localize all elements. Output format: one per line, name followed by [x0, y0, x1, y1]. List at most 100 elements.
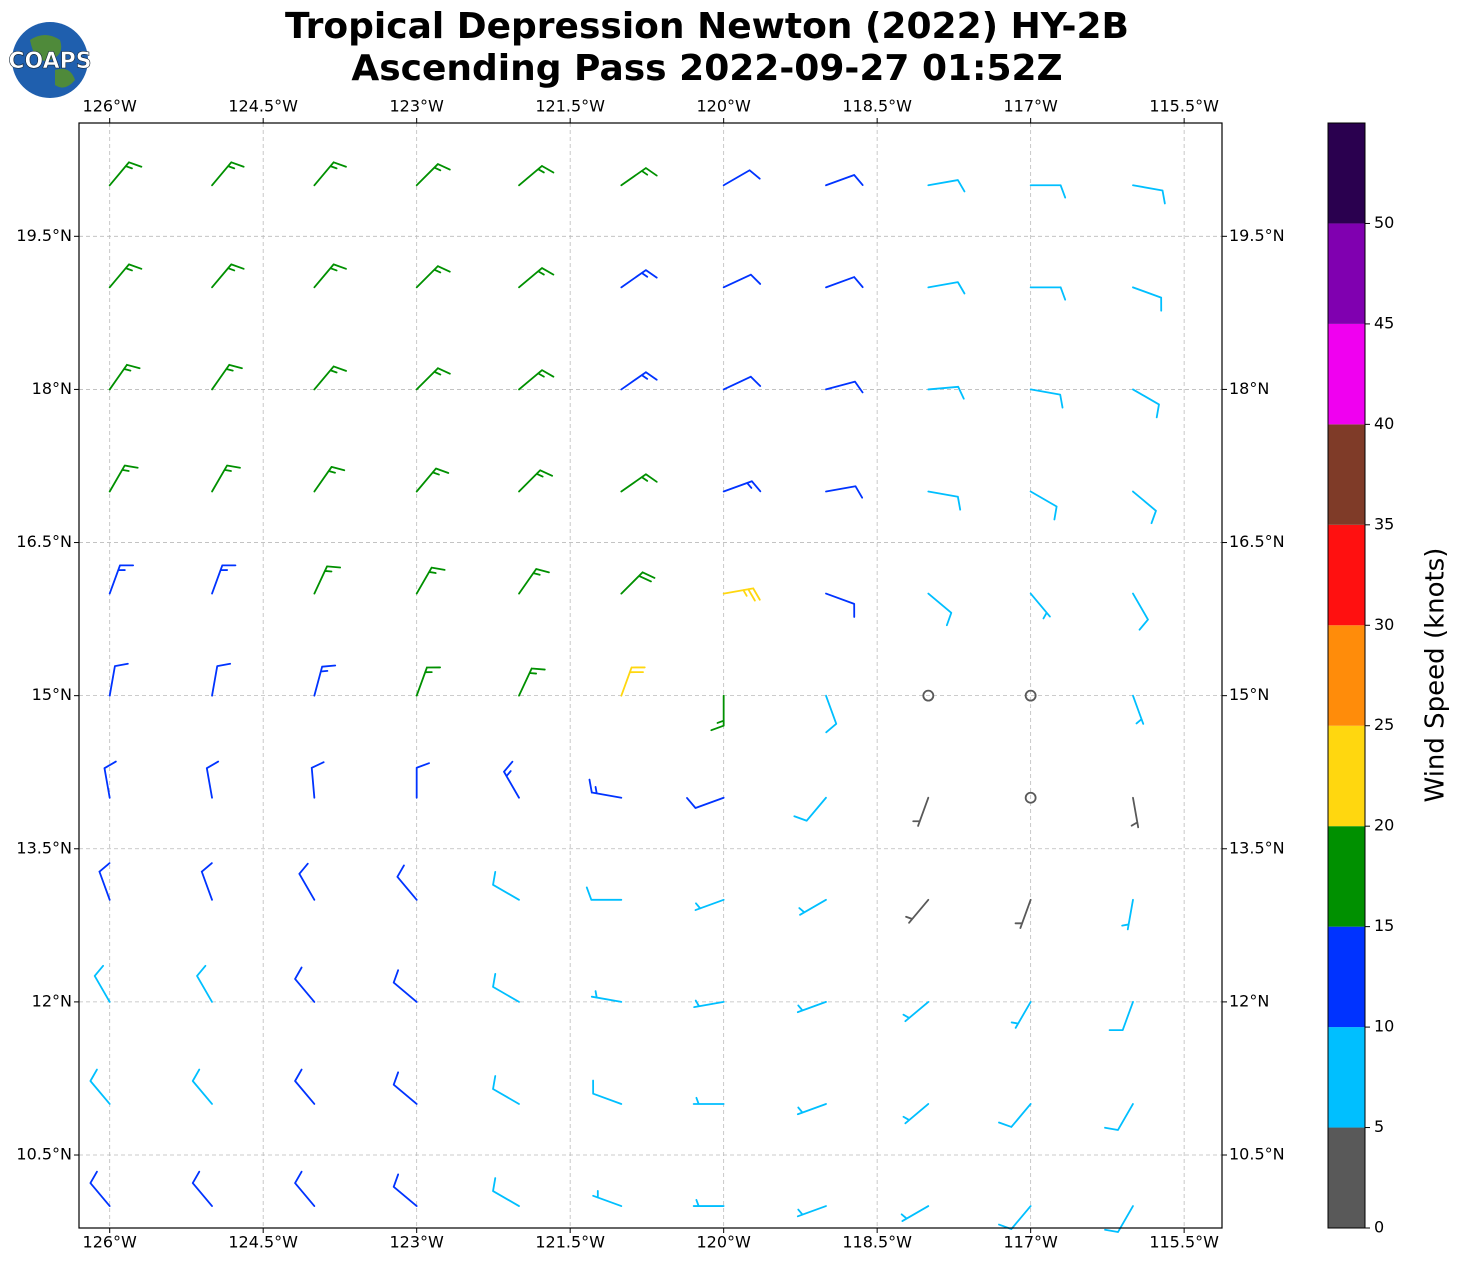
wind-barb — [503, 760, 520, 799]
colorbar-frame — [1327, 122, 1366, 1229]
wind-barb — [927, 281, 966, 295]
wind-barb — [103, 760, 117, 799]
colorbar-tick-label: 10 — [1374, 1017, 1394, 1036]
wind-barb — [392, 1071, 418, 1105]
wind-barb — [1132, 592, 1149, 631]
wind-barb — [415, 163, 451, 187]
colorbar-segment — [1328, 223, 1365, 324]
y-tick-label: 18°N — [32, 379, 72, 398]
wind-barb — [710, 694, 725, 732]
wind-barb — [392, 1173, 418, 1207]
wind-barb — [518, 667, 546, 697]
wind-barb — [620, 167, 658, 187]
wind-barb — [108, 564, 135, 595]
wind-barb — [98, 862, 111, 901]
wind-barb — [825, 485, 864, 499]
wind-barb — [518, 469, 554, 493]
wind-barb — [686, 796, 725, 809]
wind-barb — [1010, 1001, 1032, 1029]
y-tick-label: 18°N — [1229, 379, 1269, 398]
y-tick-label: 15°N — [32, 685, 72, 704]
x-tick-label: 123°W — [390, 97, 445, 116]
wind-barb — [1132, 184, 1166, 205]
colorbar-label: Wind Speed (knots) — [1421, 548, 1451, 803]
logo: COAPS — [8, 22, 92, 98]
calm-marker — [1024, 689, 1037, 702]
wind-barb — [1121, 898, 1134, 931]
colorbar-segment — [1328, 926, 1365, 1028]
colorbar-segment — [1328, 826, 1365, 927]
colorbar-segment — [1328, 123, 1365, 224]
wind-barb — [592, 1079, 623, 1105]
wind-barb — [89, 1068, 111, 1105]
wind-barb — [415, 566, 446, 595]
wind-barb — [694, 898, 725, 911]
y-tick-label: 16.5°N — [16, 532, 72, 551]
colorbar-tick-label: 20 — [1374, 816, 1394, 835]
wind-barb — [1029, 286, 1067, 301]
wind-barb — [1029, 490, 1058, 521]
wind-barb — [620, 473, 658, 493]
wind-barb — [313, 263, 347, 289]
title-line: Tropical Depression Newton (2022) HY-2B — [285, 6, 1129, 47]
wind-barb — [722, 587, 761, 602]
wind-barb — [825, 694, 838, 734]
y-tick-label: 12°N — [1229, 991, 1269, 1010]
wind-barb — [205, 760, 220, 799]
wind-barb — [310, 761, 325, 799]
y-tick-label: 13.5°N — [16, 838, 72, 857]
colorbar-tick-label: 40 — [1374, 414, 1394, 433]
wind-barb — [902, 1103, 930, 1125]
wind-barb — [825, 174, 864, 187]
plot-frame — [78, 122, 1223, 1229]
wind-barb — [722, 480, 762, 493]
wind-barb — [211, 464, 241, 493]
y-tick-label: 19.5°N — [16, 226, 72, 245]
wind-barb — [912, 796, 930, 827]
wind-barb — [415, 762, 430, 799]
wind-barb — [492, 973, 520, 1003]
y-tick-label: 10.5°N — [16, 1145, 72, 1164]
wind-barb — [396, 864, 418, 901]
wind-barb — [620, 666, 646, 697]
colorbar-tick-label: 50 — [1374, 213, 1394, 232]
wind-barb — [927, 179, 966, 193]
logo-text: COAPS — [8, 49, 91, 74]
wind-barb — [191, 1170, 213, 1207]
wind-barb — [1132, 286, 1163, 312]
y-tick-label: 16.5°N — [1229, 532, 1285, 551]
colorbar-tick-label: 35 — [1374, 514, 1394, 533]
wind-barb — [492, 870, 520, 901]
wind-barb — [1132, 490, 1157, 525]
wind-barb — [590, 990, 623, 1003]
colorbar-segment — [1328, 1127, 1365, 1228]
wind-barb — [108, 363, 141, 391]
wind-barb — [796, 1001, 827, 1014]
y-tick-label: 12°N — [32, 991, 72, 1010]
colorbar-segment — [1328, 424, 1365, 525]
x-tick-label: 118.5°W — [842, 97, 912, 116]
wind-barb — [108, 263, 143, 289]
y-tick-label: 19.5°N — [1229, 226, 1285, 245]
wind-barb — [722, 169, 761, 187]
wind-barb — [1108, 1001, 1134, 1032]
wind-barb — [415, 467, 450, 493]
wind-barb — [298, 862, 316, 901]
wind-barb — [313, 365, 347, 391]
colorbar-segment — [1328, 625, 1365, 726]
wind-barb — [1014, 898, 1032, 929]
colorbar-tick-label: 5 — [1374, 1117, 1384, 1136]
wind-barb — [108, 161, 143, 187]
wind-barb — [294, 1170, 316, 1207]
wind-barb — [93, 964, 111, 1003]
wind-barb — [692, 1198, 725, 1207]
wind-barb — [492, 1075, 520, 1105]
wind-barb — [518, 267, 555, 289]
x-tick-label: 120°W — [696, 1233, 751, 1252]
wind-barb — [415, 666, 442, 697]
wind-barb — [492, 1177, 520, 1207]
wind-barb — [620, 571, 656, 595]
wind-barb — [211, 662, 232, 697]
wind-barb — [1029, 184, 1067, 199]
wind-barb — [415, 367, 451, 391]
